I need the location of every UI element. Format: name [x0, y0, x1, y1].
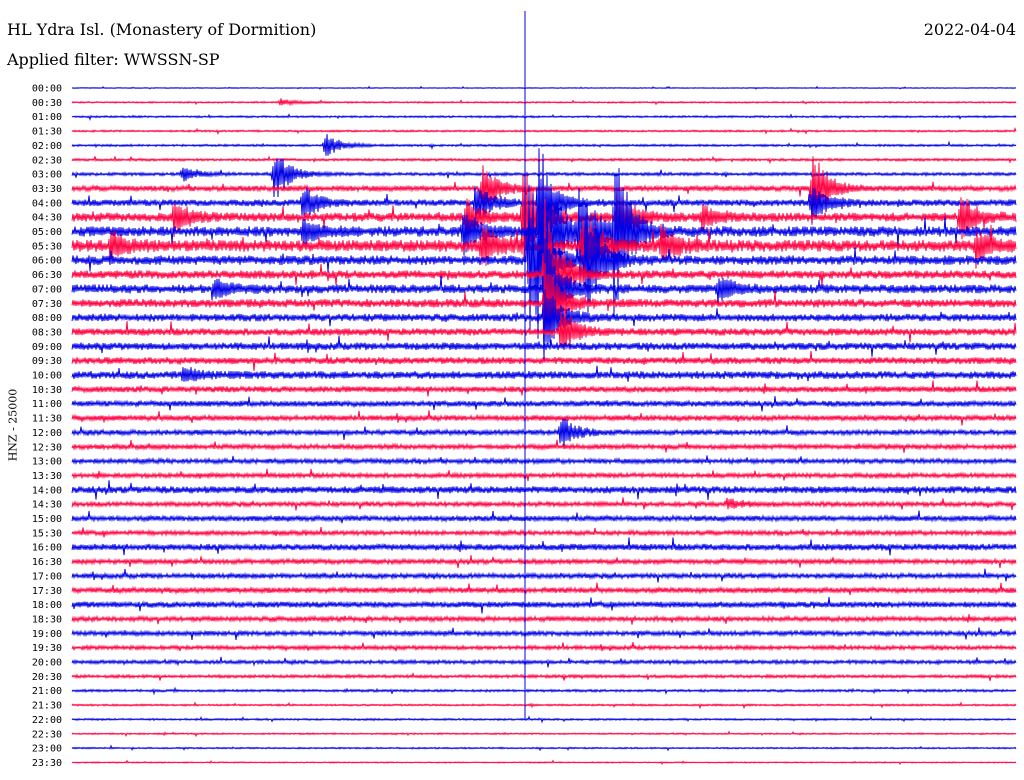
time-tick-label: 06:00 [32, 256, 62, 267]
trace-row [71, 98, 1017, 107]
trace-group [71, 85, 1017, 766]
time-tick-label: 08:30 [32, 327, 62, 338]
trace-row [71, 730, 1017, 738]
time-tick-label: 06:30 [32, 270, 62, 281]
trace-row [71, 759, 1017, 766]
time-tick-label: 05:30 [32, 241, 62, 252]
time-tick-label: 13:00 [32, 457, 62, 468]
trace-row [71, 365, 1017, 382]
time-tick-label: 02:00 [32, 141, 62, 152]
time-tick-label: 10:30 [32, 385, 62, 396]
trace-row [71, 744, 1017, 752]
trace-row [71, 480, 1017, 501]
time-tick-label: 00:30 [32, 98, 62, 109]
trace-row [71, 468, 1017, 482]
trace-row [71, 568, 1017, 583]
trace-row [71, 510, 1017, 524]
trace-row [71, 113, 1017, 121]
trace-row [71, 596, 1017, 614]
time-tick-label: 20:00 [32, 658, 62, 669]
time-tick-label: 19:00 [32, 629, 62, 640]
trace-row [71, 85, 1017, 90]
time-tick-label: 17:30 [32, 586, 62, 597]
time-tick-label: 12:30 [32, 442, 62, 453]
trace-row [71, 715, 1017, 724]
time-tick-label: 03:30 [32, 184, 62, 195]
time-tick-label: 12:00 [32, 428, 62, 439]
time-tick-label: 13:30 [32, 471, 62, 482]
trace-row [71, 656, 1017, 668]
time-tick-label: 15:00 [32, 514, 62, 525]
time-tick-label: 09:00 [32, 342, 62, 353]
time-tick-label: 09:30 [32, 356, 62, 367]
time-tick-label: 07:30 [32, 299, 62, 310]
trace-row [71, 396, 1017, 412]
time-tick-label: 04:00 [32, 198, 62, 209]
station-title: HL Ydra Isl. (Monastery of Dormition) [7, 20, 317, 39]
time-tick-label: 15:30 [32, 528, 62, 539]
time-tick-label: 03:00 [32, 170, 62, 181]
trace-row [71, 439, 1017, 453]
trace-row [71, 380, 1017, 397]
time-tick-label: 00:00 [32, 84, 62, 95]
time-tick-label: 17:00 [32, 571, 62, 582]
trace-row [71, 497, 1017, 511]
trace-row [71, 614, 1017, 625]
time-tick-label: 01:30 [32, 127, 62, 138]
time-tick-label: 19:30 [32, 643, 62, 654]
time-tick-label: 21:30 [32, 701, 62, 712]
time-tick-labels: 00:00 00:30 01:00 01:30 02:00 02:30 03:00 03:30… [32, 84, 62, 769]
time-tick-label: 07:00 [32, 284, 62, 295]
time-tick-label: 23:30 [32, 758, 62, 769]
trace-row [71, 642, 1017, 653]
trace-row [71, 527, 1017, 538]
time-tick-label: 23:00 [32, 744, 62, 755]
trace-row [71, 350, 1017, 371]
trace-row [71, 671, 1017, 681]
time-tick-label: 10:00 [32, 371, 62, 382]
trace-row [71, 157, 1017, 198]
time-tick-label: 16:00 [32, 543, 62, 554]
trace-row [71, 155, 1017, 165]
time-tick-label: 22:00 [32, 715, 62, 726]
time-tick-label: 04:30 [32, 213, 62, 224]
trace-row [71, 686, 1017, 696]
trace-row [71, 134, 1017, 156]
trace-row [71, 156, 1017, 225]
time-tick-label: 21:00 [32, 686, 62, 697]
time-tick-label: 08:00 [32, 313, 62, 324]
trace-row [71, 455, 1017, 466]
time-tick-label: 05:00 [32, 227, 62, 238]
time-tick-label: 14:00 [32, 485, 62, 496]
channel-scale-label: HNZ - 25000 [6, 388, 20, 462]
date-label: 2022-04-04 [923, 20, 1016, 39]
trace-row [71, 555, 1017, 569]
trace-row [71, 701, 1017, 710]
trace-row [71, 537, 1017, 556]
time-tick-label: 11:00 [32, 399, 62, 410]
time-tick-label: 20:30 [32, 672, 62, 683]
trace-row [71, 410, 1017, 426]
time-tick-label: 22:30 [32, 729, 62, 740]
trace-row [71, 127, 1017, 135]
trace-row [71, 335, 1017, 357]
filter-label: Applied filter: WWSSN-SP [7, 50, 220, 69]
time-tick-label: 18:30 [32, 614, 62, 625]
time-tick-label: 01:00 [32, 112, 62, 123]
trace-row [71, 582, 1017, 596]
time-tick-label: 16:30 [32, 557, 62, 568]
time-tick-label: 14:30 [32, 500, 62, 511]
trace-row [71, 308, 1017, 351]
trace-row [71, 627, 1017, 641]
trace-row [71, 418, 1017, 446]
time-tick-label: 02:30 [32, 155, 62, 166]
time-tick-label: 18:00 [32, 600, 62, 611]
time-tick-label: 11:30 [32, 414, 62, 425]
